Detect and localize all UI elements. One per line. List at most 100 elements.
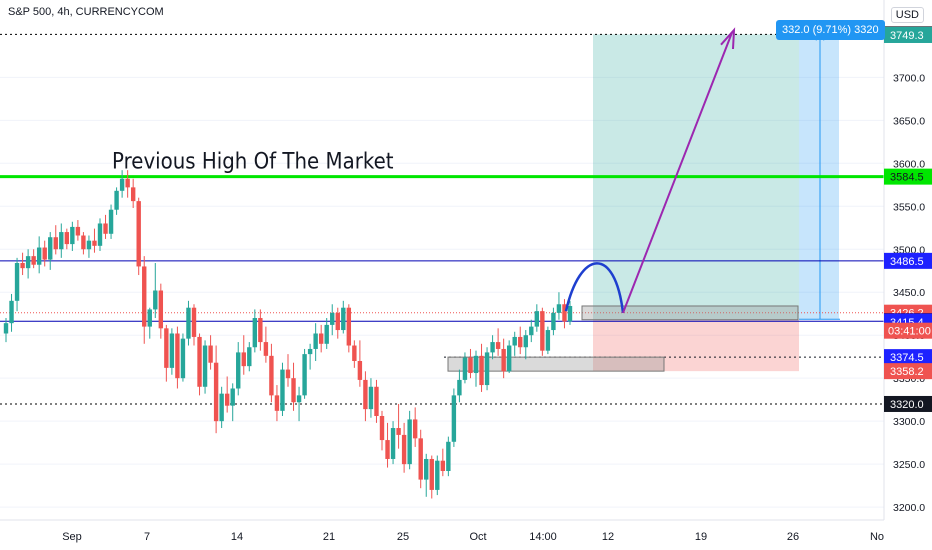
candle[interactable] [197,333,202,396]
candle[interactable] [556,292,562,320]
candle[interactable] [202,340,208,394]
candle[interactable] [164,324,169,382]
candle[interactable] [324,318,329,349]
candle[interactable] [523,330,528,360]
candle[interactable] [31,249,36,269]
candle[interactable] [352,340,357,368]
candle[interactable] [545,326,551,355]
candle[interactable] [341,300,346,334]
candle[interactable] [368,378,374,418]
candle[interactable] [119,170,125,198]
candle[interactable] [346,304,352,353]
candle[interactable] [153,263,158,319]
candle[interactable] [429,455,434,499]
candle[interactable] [114,187,119,215]
candle[interactable] [147,307,152,339]
candle[interactable] [401,422,407,473]
candle[interactable] [136,197,141,276]
candle[interactable] [479,343,484,392]
candle[interactable] [313,323,318,361]
candle[interactable] [125,170,130,198]
candle[interactable] [3,318,9,343]
candle[interactable] [506,340,512,374]
candle[interactable] [501,338,506,379]
candle[interactable] [36,236,42,274]
candle[interactable] [81,232,86,255]
candle[interactable] [412,407,418,447]
candle[interactable] [169,328,175,375]
candle[interactable] [158,283,164,339]
candle[interactable] [457,369,462,403]
candle[interactable] [518,326,523,355]
candle[interactable] [20,252,25,276]
candle[interactable] [9,293,14,332]
candle[interactable] [175,326,180,389]
candle[interactable] [208,335,213,370]
candle[interactable] [97,218,103,251]
candle[interactable] [407,410,412,470]
candle[interactable] [540,307,545,356]
candle[interactable] [385,422,390,468]
candle[interactable] [236,342,241,396]
candle[interactable] [92,228,97,253]
candle[interactable] [142,256,147,344]
candle[interactable] [446,436,451,477]
candle[interactable] [468,348,473,379]
candle[interactable] [440,448,446,477]
candle[interactable] [318,324,324,353]
candle[interactable] [374,379,379,423]
candle[interactable] [186,300,191,346]
candle[interactable] [473,350,479,387]
candle[interactable] [335,307,340,339]
candle[interactable] [230,383,235,422]
candle[interactable] [42,240,47,267]
candle[interactable] [529,319,534,343]
candle[interactable] [213,345,219,434]
candle[interactable] [48,232,53,270]
candle[interactable] [435,455,440,496]
candle[interactable] [70,221,75,251]
candle[interactable] [247,342,252,372]
candle[interactable] [59,223,64,258]
candle[interactable] [53,225,58,255]
candle[interactable] [25,249,31,279]
candle[interactable] [363,371,368,422]
candle[interactable] [490,335,495,360]
candle[interactable] [484,347,490,391]
candle[interactable] [512,331,517,356]
candle[interactable] [330,304,335,336]
currency-selector[interactable]: USD [890,7,924,23]
candle[interactable] [424,453,429,497]
candle[interactable] [379,410,385,451]
candle[interactable] [285,354,291,387]
candle[interactable] [307,343,313,370]
candle[interactable] [108,204,114,239]
candle[interactable] [191,304,197,346]
candle[interactable] [64,228,70,250]
candle[interactable] [357,340,363,387]
candle[interactable] [274,385,280,422]
candle[interactable] [396,403,401,449]
candle[interactable] [451,388,457,447]
candle[interactable] [280,362,285,416]
candle[interactable] [418,429,423,489]
candle[interactable] [180,333,186,382]
candle[interactable] [269,343,274,403]
candle[interactable] [534,304,540,332]
candle[interactable] [75,220,81,241]
candle[interactable] [495,328,501,356]
candle[interactable] [551,307,556,336]
candle[interactable] [14,257,20,312]
candle[interactable] [86,235,92,258]
candle[interactable] [567,300,573,325]
candle[interactable] [258,309,263,351]
candle[interactable] [219,386,224,429]
candle[interactable] [462,352,468,384]
candle[interactable] [252,309,258,353]
candle[interactable] [296,386,302,422]
candle[interactable] [302,348,307,399]
candle[interactable] [390,421,396,465]
candle[interactable] [241,335,246,375]
